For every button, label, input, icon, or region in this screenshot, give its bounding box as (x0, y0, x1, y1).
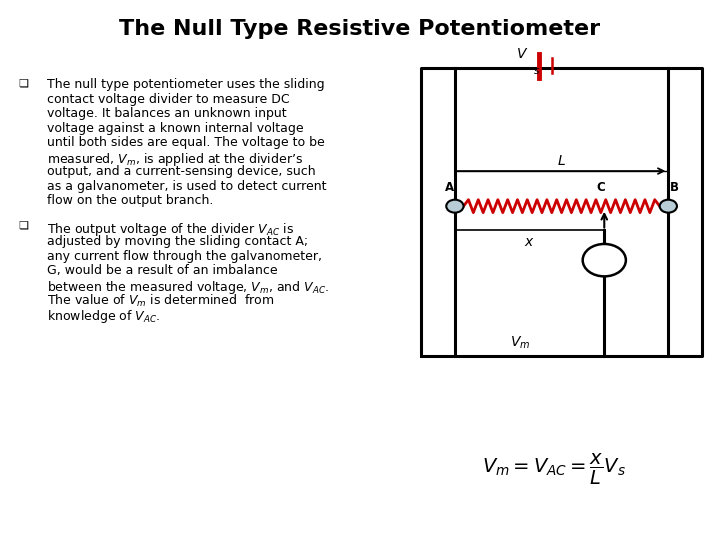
Text: voltage. It balances an unknown input: voltage. It balances an unknown input (47, 107, 287, 120)
Text: adjusted by moving the sliding contact A;: adjusted by moving the sliding contact A… (47, 235, 308, 248)
Text: until both sides are equal. The voltage to be: until both sides are equal. The voltage … (47, 136, 325, 149)
Text: The null type potentiometer uses the sliding: The null type potentiometer uses the sli… (47, 78, 325, 91)
Text: C: C (596, 181, 605, 194)
Text: as a galvanometer, is used to detect current: as a galvanometer, is used to detect cur… (47, 180, 326, 193)
Text: flow on the output branch.: flow on the output branch. (47, 194, 213, 207)
Text: output, and a current-sensing device, such: output, and a current-sensing device, su… (47, 165, 315, 178)
Text: G: G (599, 254, 610, 267)
Circle shape (446, 200, 464, 213)
Text: $x$: $x$ (524, 235, 535, 249)
Text: ❏: ❏ (18, 221, 28, 231)
Text: $V$: $V$ (516, 47, 528, 61)
Text: $s$: $s$ (534, 66, 541, 77)
Text: any current flow through the galvanometer,: any current flow through the galvanomete… (47, 250, 322, 263)
Circle shape (660, 200, 677, 213)
Text: measured, $V_m$, is applied at the divider’s: measured, $V_m$, is applied at the divid… (47, 151, 303, 168)
Text: voltage against a known internal voltage: voltage against a known internal voltage (47, 122, 303, 135)
Text: knowledge of $V_{AC}$.: knowledge of $V_{AC}$. (47, 308, 160, 325)
Text: ❏: ❏ (18, 78, 28, 89)
Text: $L$: $L$ (557, 154, 566, 168)
Circle shape (582, 244, 626, 276)
Text: The output voltage of the divider $V_{AC}$ is: The output voltage of the divider $V_{AC… (47, 221, 294, 238)
Text: between the measured voltage, $V_m$, and $V_{AC}$.: between the measured voltage, $V_m$, and… (47, 279, 329, 296)
Text: The value of $V_m$ is determined  from: The value of $V_m$ is determined from (47, 293, 274, 309)
Text: B: B (670, 181, 678, 194)
Text: A: A (444, 181, 454, 194)
Text: $V_m = V_{AC} = \dfrac{x}{L}V_s$: $V_m = V_{AC} = \dfrac{x}{L}V_s$ (482, 453, 626, 487)
Text: G, would be a result of an imbalance: G, would be a result of an imbalance (47, 264, 277, 278)
Text: $V_m$: $V_m$ (510, 335, 530, 351)
Text: contact voltage divider to measure DC: contact voltage divider to measure DC (47, 93, 289, 106)
Text: The Null Type Resistive Potentiometer: The Null Type Resistive Potentiometer (120, 19, 600, 39)
